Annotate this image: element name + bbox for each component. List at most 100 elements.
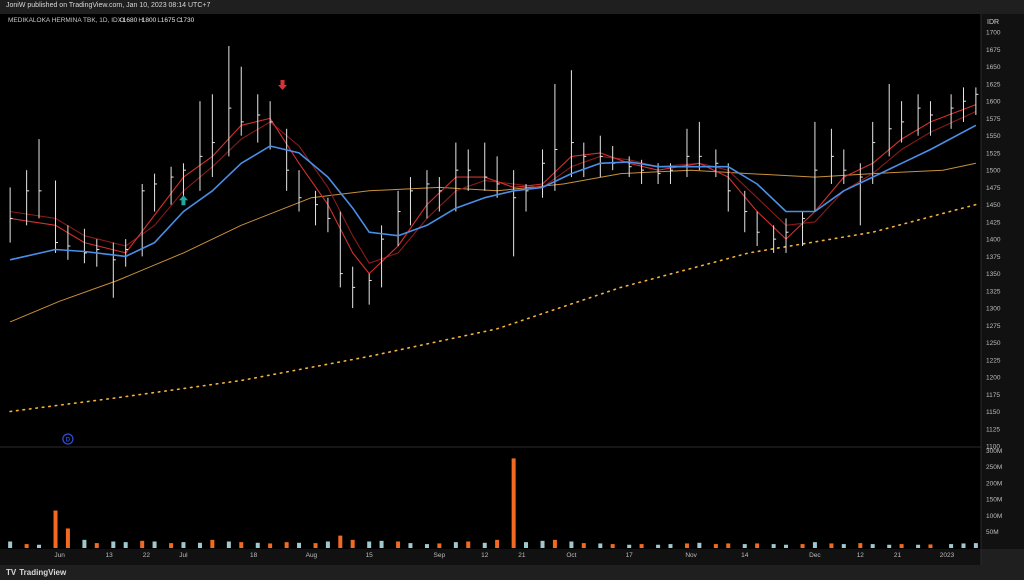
volume-bar [928,544,933,548]
legend-h-label: H [138,17,143,24]
volume-bar [325,541,330,548]
volume-bar [396,541,401,548]
volume-bar [610,544,615,548]
volume-bar [841,544,846,548]
volume-bar [482,542,487,548]
price-tick-label: 1200 [986,375,1001,382]
volume-bar [255,542,260,548]
volume-bar [297,542,302,548]
volume-bar [37,544,42,548]
volume-bar [284,542,289,548]
volume-bar [949,544,954,548]
price-tick-label: 1150 [986,409,1000,416]
volume-bar [639,544,644,548]
legend-c-label: C [176,17,181,24]
volume-bar [24,544,29,548]
price-tick-label: 1350 [986,271,1001,278]
volume-bar [123,542,128,548]
time-tick-label: Jun [54,552,65,559]
volume-bar [8,541,13,548]
price-tick-label: 1625 [986,81,1001,88]
volume-bar [181,542,186,548]
volume-bar [899,544,904,548]
volume-bar [858,543,863,548]
publisher-line: JoniW published on TradingView.com, Jan … [6,2,211,9]
volume-bar [524,542,529,548]
price-tick-label: 1525 [986,150,1001,157]
time-tick-label: Jul [179,552,188,559]
time-tick-label: 2023 [940,552,955,559]
price-tick-label: 1400 [986,237,1001,244]
time-tick-label: 17 [626,552,634,559]
time-tick-label: Nov [685,552,697,559]
volume-bar [540,540,545,548]
volume-bar [569,541,574,548]
volume-bar [697,542,702,548]
dividend-marker-icon [62,433,74,445]
volume-bar [495,539,500,548]
price-tick-label: 1550 [986,133,1001,140]
volume-bar [152,541,157,548]
time-tick-label: 18 [250,552,258,559]
volume-bar [656,544,661,548]
price-tick-label: 1300 [986,306,1001,313]
volume-bar [239,542,244,548]
price-tick-label: 1650 [986,64,1001,71]
dividend-marker-label: D [66,437,71,443]
tradingview-logo-icon: TV [6,568,17,577]
volume-bar [961,543,966,548]
price-tick-label: 1475 [986,185,1001,192]
volume-bar [140,540,145,548]
volume-bar [511,458,516,548]
volume-bar [379,540,384,548]
volume-bar [742,544,747,548]
price-tick-label: 1250 [986,340,1001,347]
sell-arrow-icon [278,79,288,90]
tradingview-logo[interactable]: TV TradingView [6,568,66,577]
series-line-ma-blue [9,124,977,261]
volume-bar [408,543,413,548]
time-scale [0,549,981,565]
volume-bar [973,543,978,548]
volume-bar [268,543,273,548]
currency-label: IDR [987,19,999,26]
buy-arrow-icon [178,195,188,206]
volume-bar [367,541,372,548]
time-tick-label: Dec [809,552,821,559]
legend-symbol: MEDIKALOKA HERMINA TBK, 1D, IDX [8,17,123,24]
volume-bar [338,535,343,548]
time-tick-label: 12 [481,552,489,559]
volume-tick-label: 100M [986,513,1002,520]
volume-bar [313,543,318,548]
volume-bar [598,543,603,548]
price-tick-label: 1700 [986,30,1001,37]
volume-bar [887,544,892,548]
volume-tick-label: 250M [986,464,1002,471]
volume-bar [916,544,921,548]
price-tick-label: 1225 [986,357,1001,364]
volume-tick-label: 150M [986,497,1002,504]
volume-bar [627,544,632,548]
volume-bar [210,539,215,548]
legend-c-value: 1730 [180,17,195,24]
volume-bar [65,528,70,548]
price-scale [981,14,1024,549]
volume-bar [111,541,116,548]
volume-bar [350,539,355,548]
legend-l-label: L [157,17,161,24]
price-tick-label: 1600 [986,99,1001,106]
price-tick-label: 1575 [986,116,1001,123]
volume-bar [800,544,805,548]
volume-tick-label: 50M [986,529,999,536]
price-tick-label: 1275 [986,323,1001,330]
volume-bar [424,544,429,548]
time-tick-label: Aug [306,552,318,559]
volume-bar [226,541,231,548]
price-tick-label: 1450 [986,202,1001,209]
tradingview-brand: TradingView [19,568,67,577]
volume-bar [466,541,471,548]
price-tick-label: 1675 [986,47,1001,54]
time-tick-label: 21 [518,552,526,559]
